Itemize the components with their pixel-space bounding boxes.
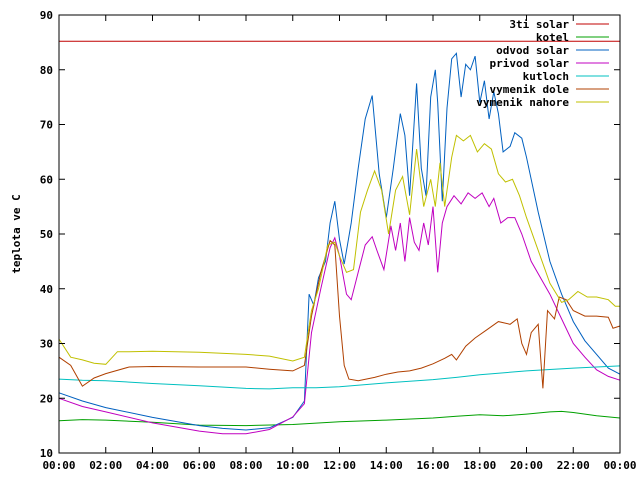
y-tick-label: 80 <box>40 64 53 77</box>
legend-label: vymenik dole <box>490 83 570 96</box>
series-layer <box>58 40 621 435</box>
tick-layer: 10 20 30 40 50 60 70 80 90 00:00 02:00 04:00 06:00 08… <box>40 9 637 472</box>
y-tick-label: 30 <box>40 338 53 351</box>
x-tick-label: 18:00 <box>463 459 496 472</box>
series-line-kotel <box>58 410 621 427</box>
legend-label: kotel <box>536 31 569 44</box>
series-line-vymenik-nahore <box>58 134 620 365</box>
x-tick-label: 14:00 <box>370 459 403 472</box>
x-tick-label: 10:00 <box>276 459 309 472</box>
x-tick-label: 06:00 <box>183 459 216 472</box>
x-tick-label: 20:00 <box>510 459 543 472</box>
legend-label: privod solar <box>490 57 570 70</box>
y-tick-label: 10 <box>40 447 53 460</box>
x-tick-label: 00:00 <box>42 459 75 472</box>
y-tick-label: 70 <box>40 119 53 132</box>
x-tick-label: 04:00 <box>136 459 169 472</box>
y-tick-label: 20 <box>40 392 53 405</box>
x-tick-label: 22:00 <box>557 459 590 472</box>
legend-label: kutloch <box>523 70 569 83</box>
y-tick-label: 50 <box>40 228 53 241</box>
series-line-kutloch <box>58 365 621 390</box>
x-tick-label: 16:00 <box>416 459 449 472</box>
y-tick-label: 40 <box>40 283 53 296</box>
y-tick-label: 60 <box>40 173 53 186</box>
series-line-privod-solar <box>58 192 621 435</box>
y-axis-title: teplota ve C <box>10 194 23 273</box>
series-line-odvod-solar <box>58 52 621 431</box>
x-tick-label: 12:00 <box>323 459 356 472</box>
legend-label: odvod solar <box>496 44 569 57</box>
legend-label: vymenik nahore <box>476 96 569 109</box>
y-tick-label: 90 <box>40 9 53 22</box>
x-tick-label: 02:00 <box>89 459 122 472</box>
legend-label: 3ti solar <box>509 18 569 31</box>
x-tick-label: 00:00 <box>603 459 636 472</box>
series-line-vymenik-dole <box>58 239 621 389</box>
x-tick-label: 08:00 <box>229 459 262 472</box>
